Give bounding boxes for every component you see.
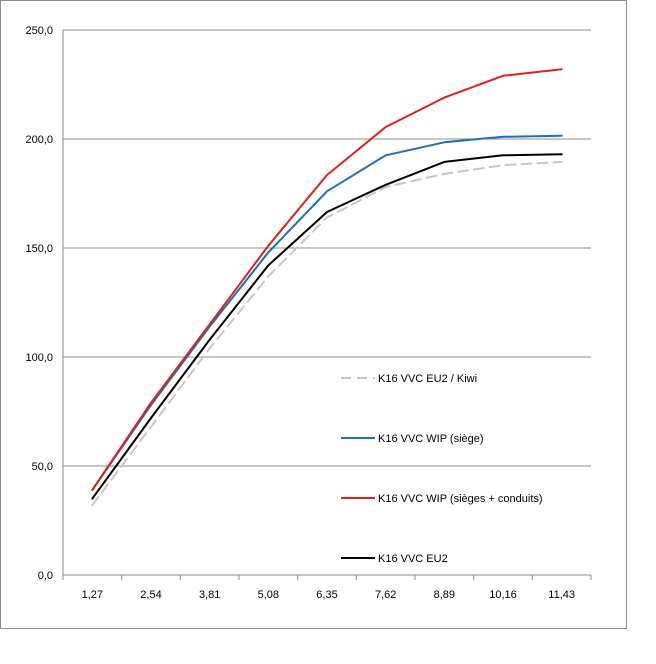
y-tick-label: 200,0 bbox=[25, 134, 53, 146]
y-tick-label: 100,0 bbox=[25, 352, 53, 364]
series-line-2 bbox=[91, 134, 563, 491]
x-tick-label: 1,27 bbox=[82, 589, 103, 601]
x-tick-label: 2,54 bbox=[140, 589, 161, 601]
y-tick-label: 50,0 bbox=[32, 461, 53, 473]
x-tick-label: 10,16 bbox=[489, 589, 517, 601]
legend-label: K16 VVC EU2 / Kiwi bbox=[378, 373, 477, 385]
legend-label: K16 VVC WIP (siège) bbox=[378, 433, 484, 445]
legend-label: K16 VVC EU2 bbox=[378, 553, 448, 565]
chart-frame: 0,0 50,0 100,0 150,0 200,0 250,0 1,27 2,54 3,81 5… bbox=[0, 0, 627, 629]
legend: K16 VVC EU2 / Kiwi K16 VVC WIP (siège) K16… bbox=[341, 373, 543, 565]
x-tick-label: 8,89 bbox=[434, 589, 455, 601]
grid-lines bbox=[63, 29, 591, 467]
y-tick-label: 250,0 bbox=[25, 25, 53, 37]
series-line-4 bbox=[91, 153, 563, 500]
y-tick-label: 150,0 bbox=[25, 243, 53, 255]
series-line-1 bbox=[91, 160, 563, 507]
line-chart: 0,0 50,0 100,0 150,0 200,0 250,0 1,27 2,54 3,81 5… bbox=[25, 25, 592, 601]
axes: 0,0 50,0 100,0 150,0 200,0 250,0 1,27 2,54 3,81 5… bbox=[25, 25, 592, 601]
series-line-3 bbox=[91, 68, 563, 491]
x-tick-label: 5,08 bbox=[258, 589, 279, 601]
x-tick-label: 6,35 bbox=[316, 589, 337, 601]
legend-label: K16 VVC WIP (sièges + conduits) bbox=[378, 493, 543, 505]
x-tick-label: 3,81 bbox=[199, 589, 220, 601]
y-tick-label: 0,0 bbox=[38, 570, 53, 582]
series-lines bbox=[91, 68, 563, 507]
x-tick-label: 11,43 bbox=[548, 589, 575, 601]
x-tick-label: 7,62 bbox=[375, 589, 396, 601]
